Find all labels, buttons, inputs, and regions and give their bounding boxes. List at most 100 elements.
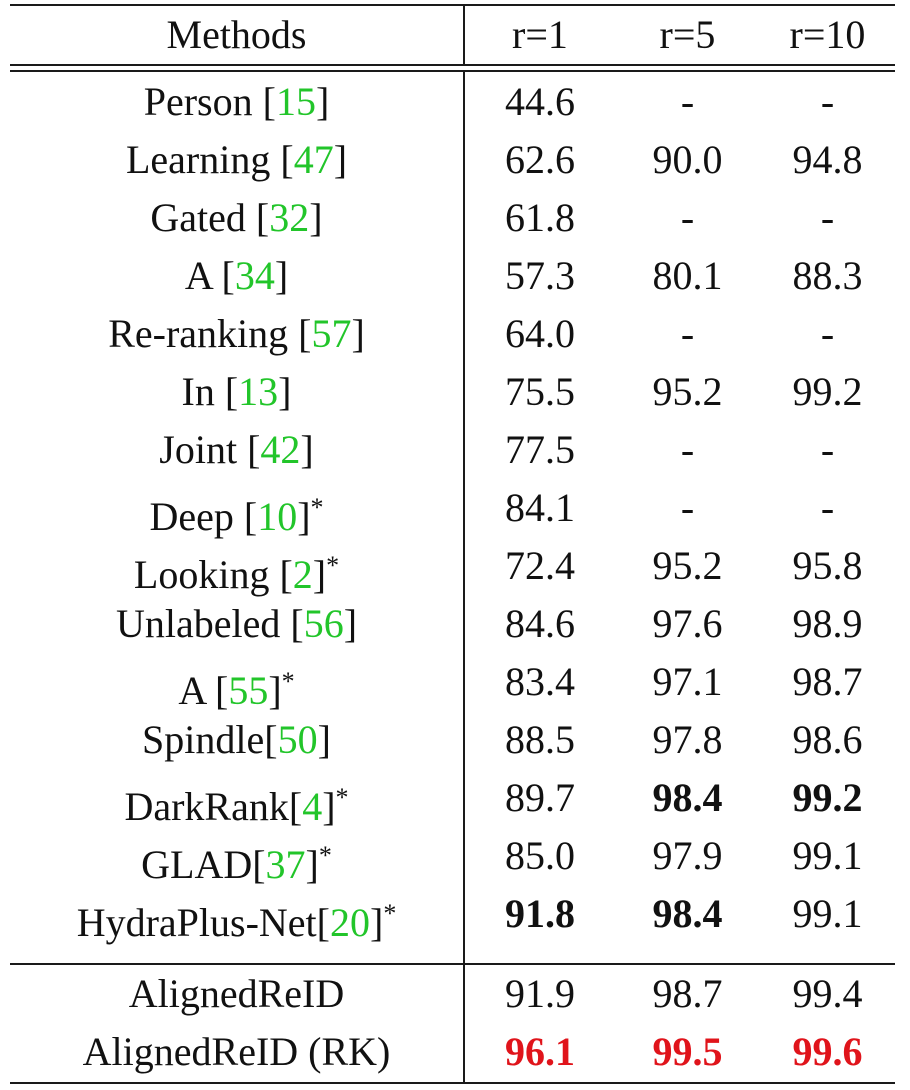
method-cell: Learning [47] [10,131,463,189]
method-cell: AlignedReID (RK) [10,1023,463,1081]
rank-5-cell: 99.5 [652,1029,723,1074]
method-name: AlignedReID (RK) [82,1029,391,1074]
method-cell: Gated [32] [10,189,463,247]
citation-bracket-close: ] [305,842,319,887]
rank-5-cell: - [680,195,695,240]
asterisk-marker: * [318,841,332,870]
rank-10-cell: - [820,311,835,356]
table-row: A [34] 57.3 80.1 88.3 [10,247,895,305]
citation-link[interactable]: 13 [238,369,279,414]
method-name: A [184,253,222,298]
table-row: A [55]* 83.4 97.1 98.7 [10,653,895,713]
method-cell: Spindle[50] [10,711,463,769]
bottom-rule [10,1082,895,1084]
method-name: GLAD [141,842,253,887]
rank-5-cell: 97.9 [652,833,723,878]
citation-bracket-close: ] [343,601,358,646]
table-row: GLAD[37]* 85.0 97.9 99.1 [10,827,895,887]
rank-5-cell: 97.6 [652,601,723,646]
method-name: HydraPlus-Net [76,900,317,945]
rank-1-cell: 64.0 [505,311,575,356]
citation-bracket-close: ] [317,717,331,762]
table-row: Joint [42] 77.5 - - [10,421,895,479]
citation-link[interactable]: 47 [293,137,334,182]
citation-link[interactable]: 55 [228,668,269,713]
table-row: HydraPlus-Net[20]* 91.8 98.4 99.1 [10,885,895,945]
citation-link[interactable]: 32 [269,195,310,240]
method-name: Re-ranking [108,311,299,356]
citation-bracket-open: [ [215,668,229,713]
top-rule [10,4,895,6]
citation-link[interactable]: 10 [257,494,298,539]
rank-1-cell: 91.8 [505,891,575,936]
column-separator-upper [463,4,465,65]
rank-10-cell: 98.9 [792,601,863,646]
rank-1-cell: 57.3 [505,253,575,298]
citation-link[interactable]: 20 [329,900,370,945]
method-cell: Deep [10]* [10,479,463,539]
rank-10-cell: 88.3 [792,253,863,298]
citation-link[interactable]: 42 [260,427,301,472]
table-row: In [13] 75.5 95.2 99.2 [10,363,895,421]
group-rule [10,963,895,965]
citation-link[interactable]: 37 [265,842,306,887]
table-row: Unlabeled [56] 84.6 97.6 98.9 [10,595,895,653]
rank-5-cell: 97.1 [652,659,723,704]
rank-1-cell: 85.0 [505,833,575,878]
citation-bracket-open: [ [221,253,235,298]
rank-1-cell: 88.5 [505,717,575,762]
rank-1-cell: 77.5 [505,427,575,472]
citation-bracket-close: ] [333,137,348,182]
header-row: Methods r=1 r=5 r=10 [10,6,895,64]
citation-bracket-open: [ [224,369,239,414]
method-name: Deep [149,494,244,539]
asterisk-marker: * [326,551,340,580]
rank-1-cell: 84.1 [505,485,575,530]
rank-10-cell: 94.8 [792,137,863,182]
method-cell: Joint [42] [10,421,463,479]
citation-link[interactable]: 15 [275,79,316,124]
rank-5-cell: 95.2 [652,369,723,414]
method-cell: AlignedReID [10,965,463,1023]
method-cell: HydraPlus-Net[20]* [10,885,463,945]
rank-5-cell: 90.0 [652,137,723,182]
rank-10-cell: 95.8 [792,543,863,588]
asterisk-marker: * [335,783,349,812]
rank-10-cell: - [820,79,835,124]
citation-link[interactable]: 2 [292,552,313,597]
table-row: Re-ranking [57] 64.0 - - [10,305,895,363]
rank-1-cell: 72.4 [505,543,575,588]
citation-bracket-close: ] [315,79,330,124]
citation-bracket-close: ] [322,784,336,829]
method-name: DarkRank [124,784,289,829]
citation-bracket-close: ] [309,195,323,240]
header-double-rule-upper [10,64,895,66]
rank-5-cell: 95.2 [652,543,723,588]
rank-10-cell: 99.2 [792,775,863,820]
method-cell: DarkRank[4]* [10,769,463,829]
rank-10-cell: 99.6 [792,1029,863,1074]
rank-10-cell: 98.7 [792,659,863,704]
rank-5-cell: 97.8 [652,717,723,762]
citation-bracket-close: ] [312,552,327,597]
table-row: AlignedReID 91.9 98.7 99.4 [10,965,895,1023]
header-r5: r=5 [659,12,716,57]
rank-10-cell: - [820,485,835,530]
table-row: Learning [47] 62.6 90.0 94.8 [10,131,895,189]
citation-link[interactable]: 34 [234,253,275,298]
column-separator-lower [463,70,465,1084]
method-name: Looking [133,552,280,597]
method-name: Joint [159,427,248,472]
citation-link[interactable]: 57 [311,311,352,356]
asterisk-marker: * [383,899,397,928]
citation-link[interactable]: 50 [277,717,318,762]
citation-link[interactable]: 56 [303,601,344,646]
citation-bracket-open: [ [252,842,266,887]
rank-5-cell: 98.4 [652,891,723,936]
method-name: Unlabeled [115,601,291,646]
method-name: Gated [150,195,256,240]
citation-link[interactable]: 4 [302,784,323,829]
citation-bracket-open: [ [255,195,270,240]
citation-bracket-close: ] [300,427,314,472]
rank-10-cell: 99.1 [792,833,863,878]
